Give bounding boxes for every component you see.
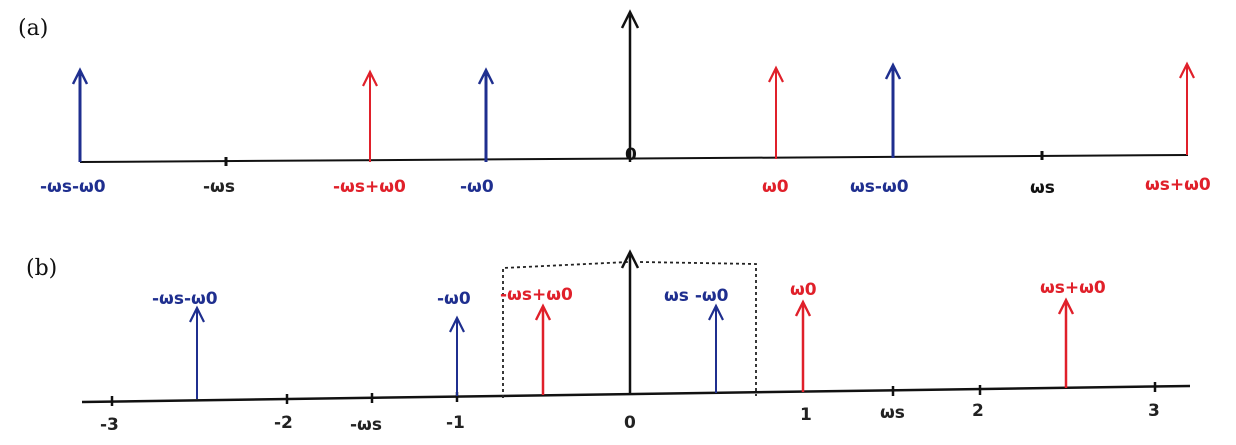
impulse-a-w0 [768, 65, 784, 159]
label-b-w0: ω0 [790, 280, 817, 300]
label-b-ws-pos-w0: ωs+ω0 [1040, 278, 1106, 298]
label-a-ws-pos-w0: ωs+ω0 [1145, 175, 1211, 195]
tick-label-b-0: 0 [624, 413, 636, 433]
label-a-w0: ω0 [762, 177, 789, 197]
label-b-neg-w0: -ω0 [437, 289, 471, 309]
tick-label-b-neg1: -1 [446, 413, 465, 433]
impulse-b-ws-neg-w0 [708, 303, 724, 393]
tick-label-b-neg-ws: -ωs [350, 415, 382, 435]
label-a-tick-neg-ws: -ωs [203, 177, 235, 197]
label-b-ws-neg-w0: ωs -ω0 [664, 286, 729, 306]
label-a-neg-w0: -ω0 [460, 177, 494, 197]
tick-label-b-ws: ωs [880, 403, 905, 423]
impulse-b-w0 [794, 299, 812, 392]
impulse-a-center [620, 9, 640, 162]
impulse-a-ws-pos-w0 [1179, 61, 1195, 155]
impulse-b-center [620, 249, 640, 394]
label-a-neg-ws-pos-w0: -ωs+ω0 [333, 177, 406, 197]
impulse-a-neg-w0 [477, 67, 495, 162]
impulse-b-neg-ws-pos-w0 [534, 303, 552, 395]
label-a-tick-ws: ωs [1030, 178, 1055, 198]
impulse-a-neg-ws-neg-w0 [71, 67, 89, 162]
tick-label-b-neg3: -3 [100, 415, 119, 435]
label-b-neg-ws-neg-w0: -ωs-ω0 [152, 289, 218, 309]
panel-b-label: (b) [26, 256, 57, 281]
impulse-b-neg-w0 [449, 315, 465, 396]
tick-label-b-3: 3 [1148, 401, 1160, 421]
tick-label-b-2: 2 [972, 401, 984, 421]
panel-b-axis [81, 384, 1191, 404]
impulse-b-neg-ws-neg-w0 [189, 305, 205, 399]
label-a-neg-ws-neg-w0: -ωs-ω0 [40, 177, 106, 197]
filter-box-left [502, 261, 629, 398]
tick-label-b-1: 1 [800, 405, 812, 425]
label-b-neg-ws-pos-w0: -ωs+ω0 [500, 285, 573, 305]
impulse-a-ws-neg-w0 [884, 62, 902, 158]
impulse-b-ws-pos-w0 [1057, 297, 1075, 388]
panel-a-label: (a) [18, 16, 48, 41]
tick-label-b-neg2: -2 [274, 413, 293, 433]
label-a-ws-neg-w0: ωs-ω0 [850, 177, 909, 197]
impulse-a-neg-ws-pos-w0 [362, 69, 378, 162]
panel-a-axis [79, 154, 1189, 163]
filter-box-right [639, 261, 757, 396]
